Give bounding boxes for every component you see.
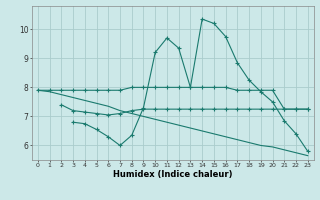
X-axis label: Humidex (Indice chaleur): Humidex (Indice chaleur) bbox=[113, 170, 233, 179]
